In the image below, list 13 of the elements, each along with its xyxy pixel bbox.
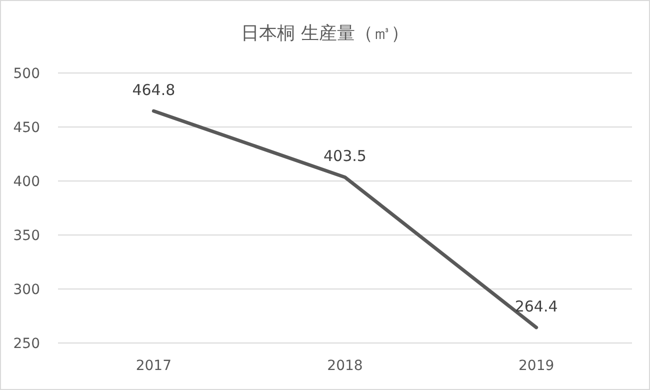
x-tick-label: 2019 <box>518 358 554 374</box>
y-tick-label: 500 <box>13 66 40 82</box>
y-tick-label: 300 <box>13 282 40 298</box>
y-tick-label: 250 <box>13 336 40 352</box>
y-tick-label: 350 <box>13 228 40 244</box>
data-label: 403.5 <box>324 147 366 166</box>
data-label: 264.4 <box>514 297 558 316</box>
y-tick-label: 450 <box>13 120 40 136</box>
x-tick-label: 2017 <box>136 358 172 374</box>
data-label: 464.8 <box>132 81 176 100</box>
chart-title: 日本桐 生産量（㎥） <box>241 23 409 44</box>
y-tick-label: 400 <box>13 174 40 190</box>
x-tick-label: 2018 <box>327 358 363 374</box>
